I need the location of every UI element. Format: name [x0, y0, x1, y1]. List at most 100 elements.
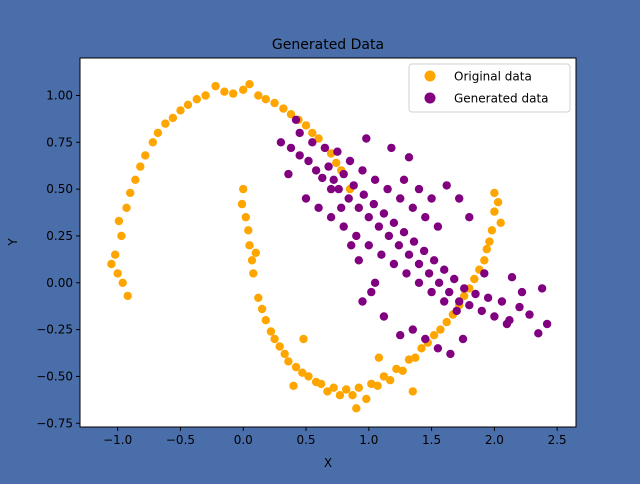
data-point	[384, 231, 394, 241]
data-point	[254, 293, 263, 302]
data-point	[247, 256, 257, 265]
data-point	[507, 273, 517, 282]
x-axis: −1.0 −0.5 0.0 0.5 1.0 1.5 2.0 2.5	[103, 427, 567, 447]
data-point	[284, 169, 293, 179]
data-point	[241, 213, 250, 222]
data-point	[379, 312, 389, 321]
data-point	[304, 156, 313, 166]
data-point	[352, 404, 361, 413]
data-point	[490, 312, 499, 321]
y-tick-label: 0.75	[46, 135, 73, 149]
data-point	[153, 128, 163, 138]
data-point	[254, 91, 263, 100]
data-point	[408, 325, 417, 334]
data-point	[496, 218, 505, 227]
data-point	[383, 184, 392, 194]
data-point	[245, 241, 254, 250]
data-point	[348, 391, 357, 400]
data-point	[211, 81, 220, 91]
data-point	[482, 244, 491, 254]
data-point	[279, 104, 288, 113]
data-point	[329, 175, 338, 184]
data-point	[452, 306, 461, 316]
data-point	[126, 188, 135, 198]
data-point	[301, 194, 311, 203]
data-point	[244, 226, 253, 235]
data-point	[318, 173, 327, 183]
data-point	[369, 199, 378, 209]
data-point	[446, 349, 455, 359]
data-point	[455, 194, 464, 203]
series-original-data	[107, 80, 505, 413]
data-point	[386, 376, 395, 385]
legend: Original data Generated data	[408, 63, 571, 113]
data-point	[374, 222, 384, 231]
data-point	[161, 119, 170, 128]
data-point	[440, 297, 449, 306]
data-point	[389, 259, 399, 269]
data-point	[349, 181, 358, 190]
y-axis: −0.75 −0.50 −0.25 0.00 0.25 0.50 0.75 1.00	[36, 88, 80, 430]
data-point	[286, 143, 296, 153]
y-tick-label: −0.25	[36, 323, 73, 337]
data-point	[471, 289, 480, 299]
data-point	[497, 297, 507, 306]
data-point	[429, 331, 439, 340]
data-point	[542, 319, 552, 329]
data-point	[333, 147, 342, 156]
data-point	[399, 228, 409, 237]
data-point	[304, 372, 313, 381]
x-tick-label: −1.0	[103, 433, 132, 447]
data-point	[404, 250, 414, 259]
data-point	[370, 278, 380, 287]
data-point	[295, 128, 304, 138]
data-point	[308, 138, 317, 147]
legend-label-generated-data: Generated data	[454, 92, 549, 106]
data-point	[270, 98, 279, 108]
data-point	[379, 372, 389, 381]
data-point	[251, 248, 260, 257]
data-point	[308, 128, 317, 138]
data-point	[131, 175, 140, 184]
data-point	[427, 194, 436, 203]
data-point	[404, 153, 414, 162]
data-point	[301, 121, 311, 130]
data-point	[358, 297, 367, 306]
data-point	[409, 237, 419, 246]
y-tick-label: 0.50	[46, 182, 73, 196]
data-point	[286, 110, 296, 119]
y-tick-label: −0.50	[36, 369, 73, 383]
data-point	[379, 209, 389, 218]
data-point	[370, 175, 380, 184]
data-point	[334, 184, 343, 194]
plot-frame	[79, 57, 577, 428]
data-point	[480, 269, 489, 278]
data-point	[442, 317, 451, 327]
data-point	[342, 385, 351, 394]
data-point	[394, 241, 404, 250]
data-point	[364, 241, 373, 250]
data-point	[239, 184, 248, 194]
data-point	[295, 151, 304, 160]
data-point	[314, 203, 323, 212]
data-point	[389, 218, 399, 227]
legend-label-original-data: Original data	[454, 70, 532, 84]
data-point	[358, 166, 367, 175]
data-point	[141, 151, 150, 160]
x-tick-label: −0.5	[166, 433, 195, 447]
data-point	[339, 222, 348, 231]
data-point	[332, 158, 341, 168]
data-point	[270, 334, 279, 344]
data-point	[374, 353, 384, 362]
data-point	[122, 203, 131, 212]
data-point	[280, 349, 289, 359]
data-point	[276, 138, 286, 147]
data-point	[515, 302, 524, 312]
data-point	[136, 162, 145, 171]
data-point	[460, 291, 469, 301]
data-point	[483, 293, 493, 302]
x-tick-label: 1.0	[359, 433, 378, 447]
data-point	[387, 143, 396, 153]
data-point	[245, 80, 254, 89]
